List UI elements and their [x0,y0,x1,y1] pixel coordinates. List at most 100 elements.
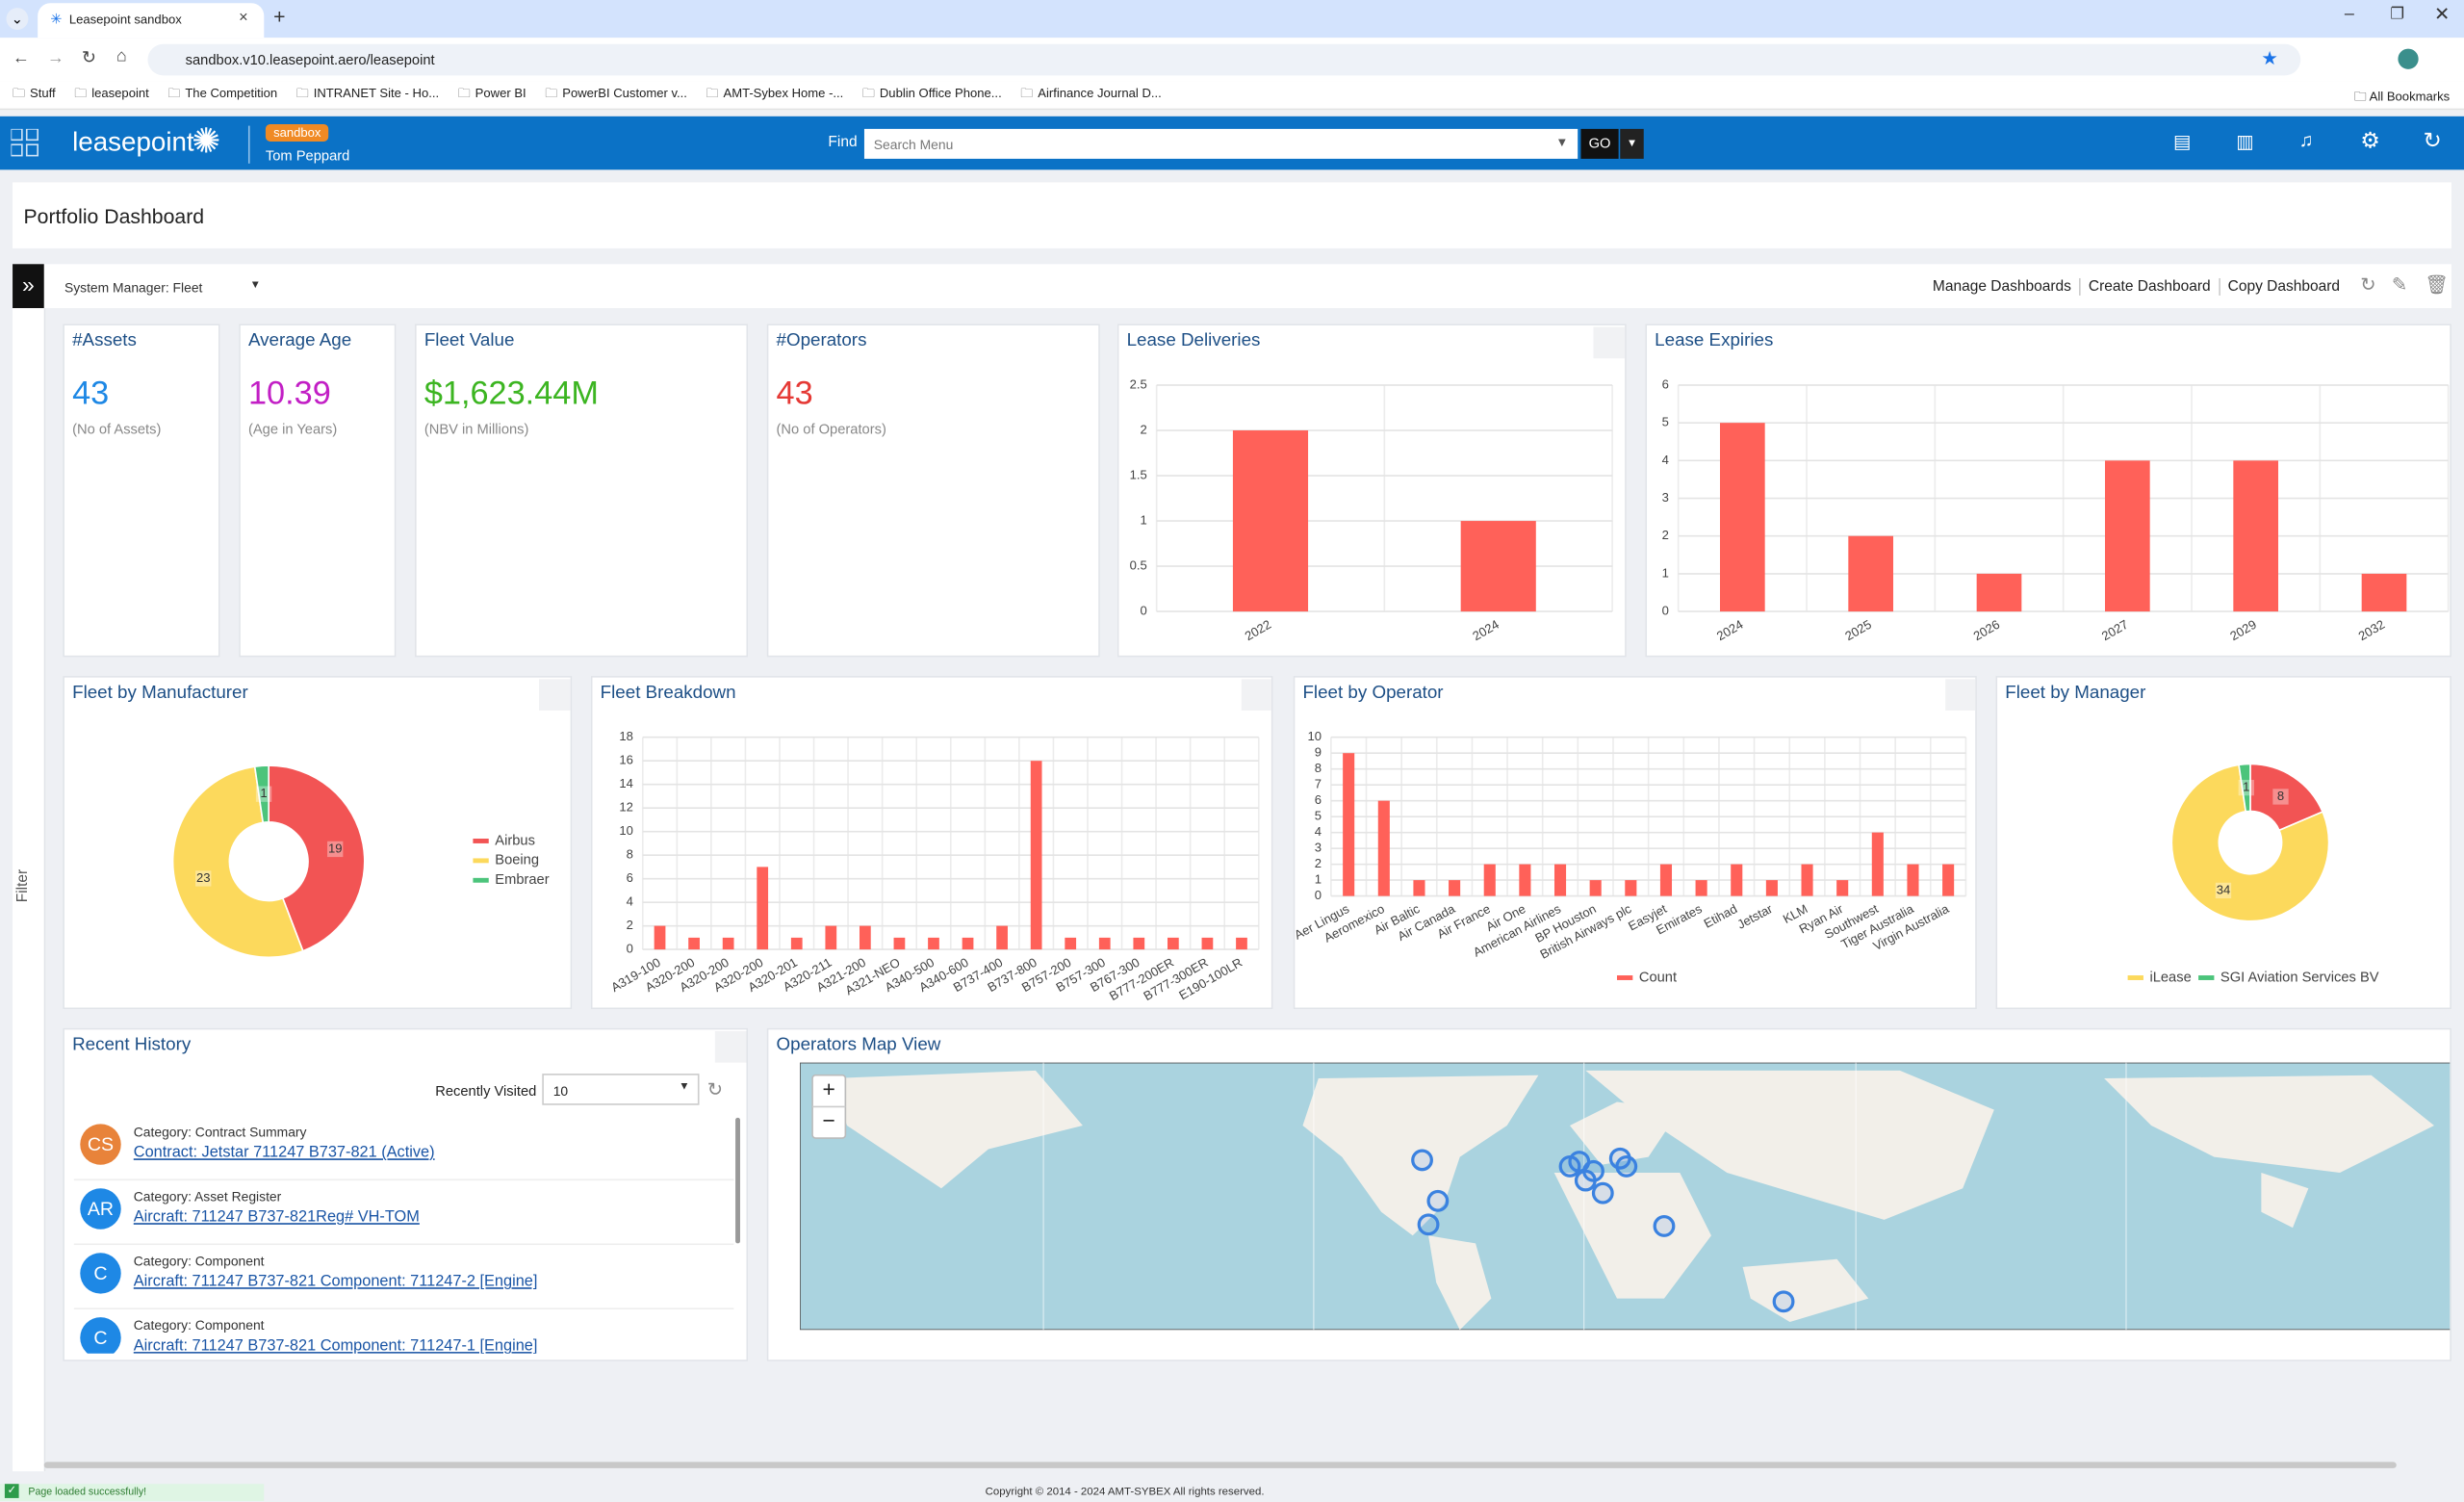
bookmark[interactable]: 🗀 AMT-Sybex Home -... [706,84,844,106]
kpi-value: 10.39 [247,376,331,412]
expand[interactable] [538,679,571,711]
zoom-out[interactable]: − [823,1108,835,1133]
bookmark-icon: 🗀 [706,85,719,100]
address-bar: ← → ↻ ⌂ sandbox.v10.leasepoint.aero/leas… [0,38,2464,82]
tab-search[interactable]: ⌄ [6,8,29,31]
widget: Operators Map View + − [766,1027,2451,1361]
slice-label-box [2238,779,2254,796]
legend-swatch [2198,975,2215,980]
dashboard-toolbar: » System Manager: Fleet ▼ Manage Dashboa… [13,264,2451,308]
bookmark-star[interactable]: ★ [2261,46,2278,69]
y-tick-label: 0 [1141,604,1147,618]
window-close[interactable]: ✕ [2433,3,2451,26]
search-caret[interactable]: ▼ [1555,135,1569,150]
dashboard-action[interactable]: Create Dashboard [2079,277,2219,296]
bar [962,937,974,950]
legend-swatch [473,858,489,864]
home[interactable]: ⌂ [116,46,127,66]
restore[interactable]: ❐ [2390,6,2404,24]
expand[interactable] [1593,326,1626,359]
bookmark[interactable]: 🗀 The Competition [167,84,277,106]
all-bookmarks[interactable]: 🗀 All Bookmarks [2353,90,2451,104]
logo[interactable]: leasepoint [72,127,194,158]
recent-select[interactable]: 10 ▼ [542,1074,700,1105]
user-name[interactable]: Tom Peppard [265,147,350,164]
x-tick-label: 2024 [1714,617,1746,644]
go-caret[interactable]: ▼ [1620,128,1644,159]
expand[interactable] [714,1031,747,1063]
history-link[interactable]: Aircraft: 711247 B737-821Reg# VH-TOM [133,1208,420,1227]
history-link[interactable]: Aircraft: 711247 B737-821 Component: 711… [133,1273,538,1291]
marker[interactable] [1591,1181,1614,1204]
kpi-widget: #Assets 43 (No of Assets) [63,324,220,658]
dashboard-caret[interactable]: ▼ [249,279,261,292]
history-item: C Category: Component Aircraft: 711247 B73… [73,1243,734,1309]
edit-dashboard[interactable]: ✎ [2391,273,2408,296]
y-tick-label: 5 [1662,415,1669,429]
logout[interactable]: ↻ [2423,127,2442,153]
marker[interactable] [1653,1215,1676,1237]
back[interactable]: ← [13,48,31,68]
y-tick-label: 18 [619,729,633,743]
marker[interactable] [1615,1154,1638,1178]
header-icon[interactable]: ▤ [2172,130,2192,153]
profile[interactable] [2398,48,2419,69]
dashboard-select[interactable]: System Manager: Fleet [64,279,203,296]
notifications[interactable]: ♫ [2298,128,2314,151]
tile-seams [1042,1062,2127,1331]
filter-sidebar[interactable]: Filter [13,307,46,1472]
refresh-dashboard[interactable]: ↻ [2360,273,2376,296]
app-header: leasepoint ✺ sandbox Tom Peppard Find Se… [0,116,2464,170]
bar [1836,880,1849,896]
tab-close[interactable]: × [239,9,248,27]
kpi-caption: (Age in Years) [247,421,338,437]
bookmark[interactable]: 🗀 Stuff [13,84,56,106]
expand[interactable] [1241,679,1271,711]
x-tick-label: 2027 [2099,617,2131,644]
bar [790,937,803,950]
apps-icon[interactable] [11,128,38,157]
slice-label: 1 [2243,780,2249,794]
bookmark-label: leasepoint [91,85,149,100]
marker[interactable] [1426,1189,1450,1212]
minimize[interactable]: – [2344,4,2354,24]
zoom-in[interactable]: + [823,1076,835,1101]
marker[interactable] [1582,1159,1604,1182]
bookmark[interactable]: 🗀 PowerBI Customer v... [545,84,687,106]
marker[interactable] [1417,1213,1440,1236]
delete-dashboard[interactable]: 🗑 [2425,273,2450,296]
dashboard-action[interactable]: Manage Dashboards [1932,277,2071,296]
history-link[interactable]: Aircraft: 711247 B737-821 Component: 711… [133,1337,538,1354]
bookmark[interactable]: 🗀 Power BI [458,84,526,106]
bookmark[interactable]: 🗀 Airfinance Journal D... [1020,84,1161,106]
legend-label: Boeing [495,853,539,868]
settings[interactable]: ⚙ [2360,127,2380,153]
header-icon[interactable]: ▥ [2236,130,2254,153]
widget: Recent History Recently Visited 10 ▼ ↻ C… [63,1027,749,1361]
history-item: CS Category: Contract Summary Contract: Je… [73,1115,734,1181]
dashboard-action[interactable]: Copy Dashboard [2218,277,2348,296]
omnibox[interactable]: sandbox.v10.leasepoint.aero/leasepoint ★ [147,43,2301,76]
bookmark[interactable]: 🗀 leasepoint [74,84,149,106]
marker[interactable] [1411,1149,1433,1172]
bar [1236,937,1247,950]
forward[interactable]: → [46,48,64,68]
operator-markers [1411,1147,1795,1313]
reload[interactable]: ↻ [81,48,96,68]
history-link[interactable]: Contract: Jetstar 711247 B737-821 (Activ… [133,1144,435,1162]
go-button[interactable]: GO [1580,128,1619,159]
bookmark[interactable]: 🗀 Dublin Office Phone... [862,84,1002,106]
new-tab[interactable]: + [273,4,286,29]
refresh-history[interactable]: ↻ [706,1077,724,1101]
expand[interactable] [1945,679,1976,711]
bookmark[interactable]: 🗀 INTRANET Site - Ho... [296,84,439,106]
horizontal-scrollbar[interactable] [43,1462,2397,1468]
y-tick-label: 14 [619,776,633,790]
search-input[interactable]: Search Menu ▼ [863,128,1578,159]
expand-filter[interactable]: » [13,264,44,308]
slice-label: 1 [260,786,267,800]
map[interactable]: + − [800,1062,2451,1331]
marker[interactable] [1772,1290,1795,1313]
browser-tab[interactable]: ✳ Leasepoint sandbox × [38,3,265,39]
bookmark-icon: 🗀 [861,85,875,100]
